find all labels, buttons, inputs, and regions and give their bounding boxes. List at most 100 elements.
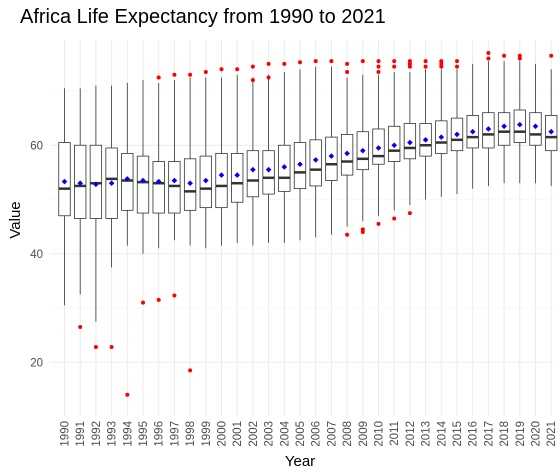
outlier-point	[314, 59, 318, 63]
box-2017	[483, 51, 495, 186]
x-tick-label: 2021	[546, 421, 558, 447]
x-tick-label: 1995	[138, 421, 150, 447]
x-tick-label: 2014	[436, 420, 448, 446]
x-tick-label: 2010	[374, 421, 386, 447]
outlier-point	[110, 345, 114, 349]
y-axis: 20 40 60	[30, 140, 43, 369]
box-2008	[341, 62, 353, 237]
outlier-point	[408, 59, 412, 63]
outlier-point	[392, 59, 396, 63]
x-tick-label: 1992	[91, 421, 103, 447]
outlier-point	[345, 62, 349, 66]
x-tick-label: 2015	[452, 421, 464, 447]
outlier-point	[424, 65, 428, 69]
box-iqr	[247, 151, 259, 197]
outlier-point	[486, 51, 490, 55]
box-2007	[326, 59, 338, 235]
box-2021	[545, 54, 557, 186]
outlier-point	[267, 75, 271, 79]
outlier-point	[172, 73, 176, 77]
outlier-point	[172, 294, 176, 298]
outlier-point	[377, 65, 381, 69]
outlier-point	[502, 54, 506, 58]
x-tick-label: 2002	[248, 421, 260, 447]
outlier-point	[392, 216, 396, 220]
box-2002	[247, 65, 259, 246]
x-axis-title: Year	[285, 453, 315, 470]
x-tick-label: 2000	[217, 421, 229, 447]
x-axis: 1990 1991 1992 1993 1994 1995 1996 1997 1998 1999…	[60, 420, 559, 446]
outlier-point	[220, 67, 224, 71]
x-tick-label: 2004	[279, 420, 291, 446]
x-tick-label: 2001	[232, 421, 244, 447]
x-tick-label: 1996	[154, 421, 166, 447]
x-tick-label: 2011	[389, 421, 401, 446]
x-tick-label: 1998	[185, 421, 197, 447]
outlier-point	[345, 233, 349, 237]
x-tick-label: 1991	[75, 421, 87, 447]
box-2001	[231, 67, 243, 243]
box-1991	[74, 88, 86, 329]
outlier-point	[392, 65, 396, 69]
box-1999	[200, 70, 212, 248]
outlier-point	[251, 65, 255, 69]
outlier-point	[424, 59, 428, 63]
x-tick-label: 2005	[295, 421, 307, 447]
outlier-point	[235, 67, 239, 71]
box-iqr	[169, 162, 181, 214]
box-2004	[279, 62, 291, 243]
x-tick-label: 2007	[326, 421, 338, 447]
box-2006	[310, 59, 322, 237]
box-2016	[467, 64, 479, 189]
outlier-point	[377, 59, 381, 63]
x-tick-label: 2003	[264, 421, 276, 447]
box-2000	[216, 67, 228, 245]
y-tick-label: 20	[30, 357, 43, 369]
outlier-point	[549, 54, 553, 58]
x-tick-label: 2016	[468, 421, 480, 447]
outlier-point	[329, 59, 333, 63]
box-2019	[514, 54, 526, 183]
box-iqr	[310, 140, 322, 186]
x-tick-label: 1993	[107, 421, 119, 447]
box-2014	[436, 59, 448, 197]
box-series	[59, 51, 557, 397]
outlier-point	[94, 345, 98, 349]
outlier-point	[377, 222, 381, 226]
box-iqr	[122, 153, 134, 210]
x-tick-label: 2020	[531, 421, 543, 447]
y-axis-title: Value	[7, 201, 24, 238]
outlier-point	[455, 65, 459, 69]
box-2005	[294, 60, 306, 240]
x-tick-label: 2008	[342, 421, 354, 447]
outlier-point	[282, 62, 286, 66]
outlier-point	[361, 59, 365, 63]
outlier-point	[157, 298, 161, 302]
box-2012	[404, 59, 416, 215]
y-tick-label: 40	[30, 249, 43, 261]
outlier-point	[298, 60, 302, 64]
box-iqr	[137, 156, 149, 213]
outlier-point	[345, 70, 349, 74]
box-1992	[90, 86, 102, 349]
x-tick-label: 1999	[201, 421, 213, 447]
box-2009	[357, 59, 369, 234]
y-tick-label: 60	[30, 140, 43, 152]
outlier-point	[439, 59, 443, 63]
box-2003	[263, 62, 275, 243]
outlier-point	[408, 211, 412, 215]
outlier-point	[518, 54, 522, 58]
outlier-point	[204, 70, 208, 74]
box-2011	[388, 59, 400, 220]
x-tick-label: 1994	[122, 420, 134, 446]
outlier-point	[188, 368, 192, 372]
box-iqr	[216, 153, 228, 207]
outlier-point	[78, 325, 82, 329]
outlier-point	[486, 56, 490, 60]
outlier-point	[251, 78, 255, 82]
box-1990	[59, 88, 71, 305]
x-tick-label: 2009	[358, 421, 370, 447]
box-2010	[373, 59, 385, 226]
x-tick-label: 2006	[311, 421, 323, 447]
